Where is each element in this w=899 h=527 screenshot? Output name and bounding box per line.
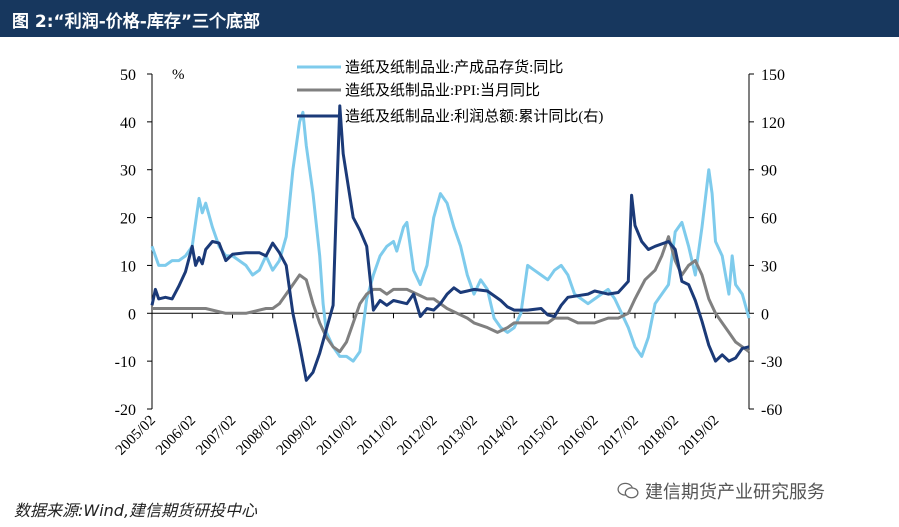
x-tick-label: 2012/02 <box>394 413 440 459</box>
chat-bubble-icon <box>617 482 639 499</box>
right-tick-label: 30 <box>761 258 777 275</box>
left-tick-label: 50 <box>120 67 136 84</box>
x-tick-label: 2014/02 <box>475 413 521 459</box>
left-tick-label: 0 <box>128 306 136 323</box>
watermark-text: 建信期货产业研究服务 <box>645 482 825 503</box>
right-tick-label: -60 <box>761 402 782 419</box>
x-tick-label: 2009/02 <box>274 413 320 459</box>
right-tick-label: 150 <box>761 67 785 84</box>
right-tick-label: 120 <box>761 115 785 132</box>
x-tick-label: 2018/02 <box>636 413 682 459</box>
x-tick-label: 2008/02 <box>233 413 279 459</box>
left-tick-label: -10 <box>115 354 136 371</box>
x-tick-label: 2017/02 <box>596 413 642 459</box>
x-tick-label: 2011/02 <box>355 413 401 459</box>
figure-title: 图 2:“利润-价格-库存”三个底部 <box>12 12 261 32</box>
x-tick-label: 2006/02 <box>153 413 199 459</box>
series-line-1 <box>150 110 751 363</box>
x-tick-label: 2019/02 <box>676 413 722 459</box>
right-tick-label: 0 <box>761 306 769 323</box>
x-tick-label: 2015/02 <box>515 413 561 459</box>
right-tick-label: 90 <box>761 163 777 180</box>
left-tick-label: -20 <box>115 402 136 419</box>
series-line-3 <box>150 104 750 382</box>
series-line-2 <box>152 235 750 354</box>
right-tick-label: -30 <box>761 354 782 371</box>
left-tick-label: 40 <box>120 115 136 132</box>
source-note: 数据来源:Wind,建信期货研投中心 <box>14 501 258 520</box>
legend-label-1: 造纸及纸制品业:产成品存货:同比 <box>345 59 563 76</box>
line-chart: -20 -10 0 10 20 30 40 50 -60 -30 0 30 60 90 120 150% 200… <box>113 59 785 459</box>
left-axis-unit: % <box>172 67 185 83</box>
x-tick-label: 2007/02 <box>193 413 239 459</box>
watermark: 建信期货产业研究服务 <box>617 478 825 504</box>
x-tick-label: 2010/02 <box>314 413 360 459</box>
right-tick-label: 60 <box>761 211 777 228</box>
left-tick-label: 20 <box>120 211 136 228</box>
left-tick-label: 30 <box>120 163 136 180</box>
x-tick-label: 2013/02 <box>435 413 481 459</box>
legend-label-3: 造纸及纸制品业:利润总额:累计同比(右) <box>345 108 603 125</box>
legend-label-2: 造纸及纸制品业:PPI:当月同比 <box>345 82 540 99</box>
x-tick-label: 2016/02 <box>555 413 601 459</box>
title-bar: 图 2:“利润-价格-库存”三个底部 <box>0 0 899 37</box>
x-tick-label: 2005/02 <box>113 413 159 459</box>
left-tick-label: 10 <box>120 258 136 275</box>
